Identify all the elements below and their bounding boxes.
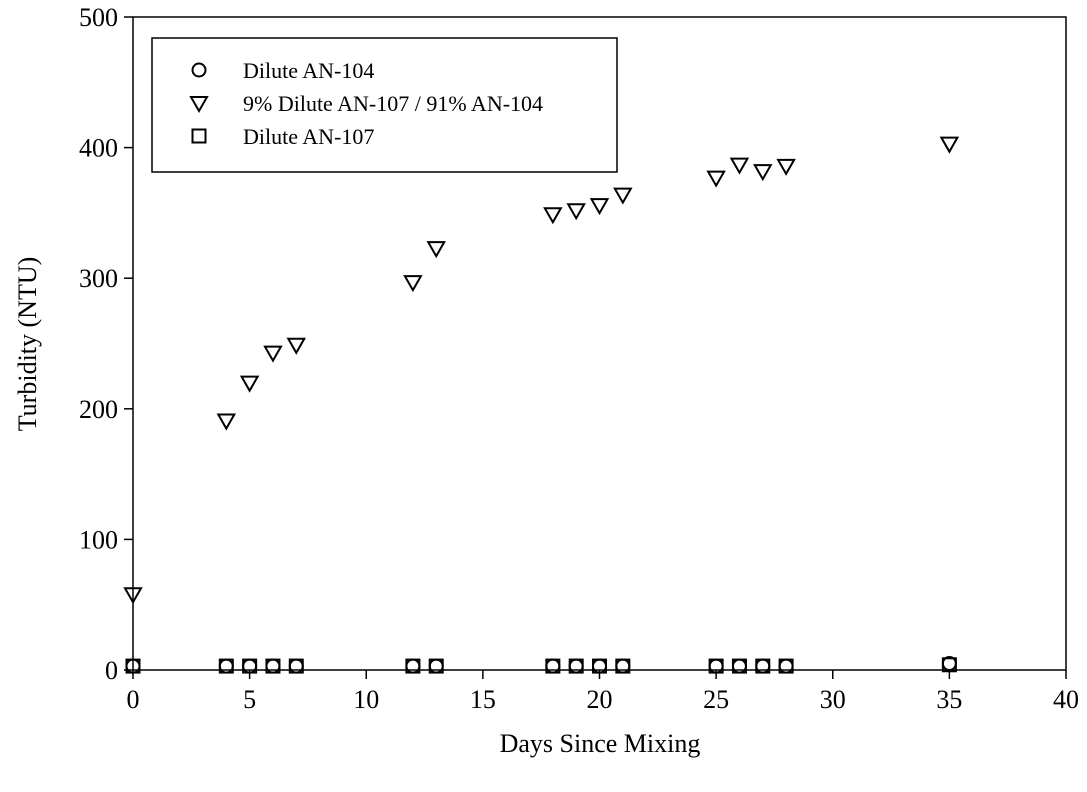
- legend-marker-square: [191, 128, 207, 144]
- data-point-square: [428, 658, 444, 674]
- data-point-square: [708, 658, 724, 674]
- x-tick-label: 10: [353, 685, 379, 714]
- data-point-square: [755, 658, 771, 674]
- data-point-square: [592, 658, 607, 674]
- y-axis-label: Turbidity (NTU): [13, 257, 42, 432]
- legend-marker-circle: [191, 62, 207, 78]
- x-tick-label: 15: [470, 685, 496, 714]
- x-tick-label: 0: [127, 685, 140, 714]
- data-point-triangle-down: [216, 413, 237, 431]
- legend-entry-label: 9% Dilute AN-107 / 91% AN-104: [243, 91, 543, 116]
- data-point-triangle-down: [613, 187, 633, 205]
- y-tick-label: 300: [79, 264, 118, 293]
- y-tick-label: 200: [79, 395, 118, 424]
- x-axis: 0 5 10 15 20 25 30 35 40: [127, 670, 1079, 714]
- data-point-triangle-down: [729, 157, 750, 175]
- y-axis: 0 100 200 300 400 500: [79, 3, 133, 685]
- series-square: [125, 657, 957, 674]
- data-point-triangle-down: [566, 203, 586, 221]
- data-point-triangle-down: [286, 337, 306, 355]
- data-point-triangle-down: [776, 158, 796, 176]
- x-tick-label: 30: [820, 685, 846, 714]
- data-point-square: [778, 658, 794, 674]
- x-tick-label: 20: [587, 685, 613, 714]
- y-tick-label: 500: [79, 3, 118, 32]
- x-tick-label: 25: [703, 685, 729, 714]
- data-point-square: [218, 658, 234, 674]
- legend-entry-label: Dilute AN-104: [243, 58, 374, 83]
- data-point-triangle-down: [426, 241, 446, 259]
- legend-marker-triangle-down: [189, 96, 209, 114]
- data-point-triangle-down: [403, 275, 423, 293]
- data-point-triangle-down: [123, 587, 143, 605]
- data-point-square: [125, 658, 141, 674]
- data-point-square: [615, 658, 631, 674]
- legend: Dilute AN-104 9% Dilute AN-107 / 91% AN-1…: [151, 37, 618, 173]
- x-tick-label: 40: [1053, 685, 1079, 714]
- data-point-triangle-down: [263, 345, 283, 363]
- data-point-square: [405, 658, 421, 674]
- data-point-triangle-down: [753, 164, 773, 182]
- data-point-square: [941, 657, 957, 673]
- data-point-triangle-down: [706, 170, 726, 188]
- x-axis-label: Days Since Mixing: [500, 729, 701, 758]
- series-triangle-down: [123, 136, 960, 605]
- data-point-square: [265, 658, 281, 674]
- legend-box: [151, 37, 618, 173]
- y-tick-label: 400: [79, 134, 118, 163]
- data-point-square: [242, 658, 258, 674]
- data-point-triangle-down: [239, 375, 260, 393]
- y-tick-label: 0: [105, 656, 118, 685]
- data-point-triangle-down: [589, 198, 610, 216]
- legend-entry-label: Dilute AN-107: [243, 124, 374, 149]
- data-point-square: [731, 658, 747, 674]
- data-marks: [123, 136, 960, 674]
- x-tick-label: 5: [243, 685, 256, 714]
- data-point-triangle-down: [939, 136, 960, 154]
- data-point-square: [568, 658, 584, 674]
- x-tick-label: 35: [936, 685, 962, 714]
- data-point-square: [288, 658, 304, 674]
- y-tick-label: 100: [79, 525, 118, 554]
- data-point-square: [545, 658, 561, 674]
- data-point-triangle-down: [543, 207, 563, 225]
